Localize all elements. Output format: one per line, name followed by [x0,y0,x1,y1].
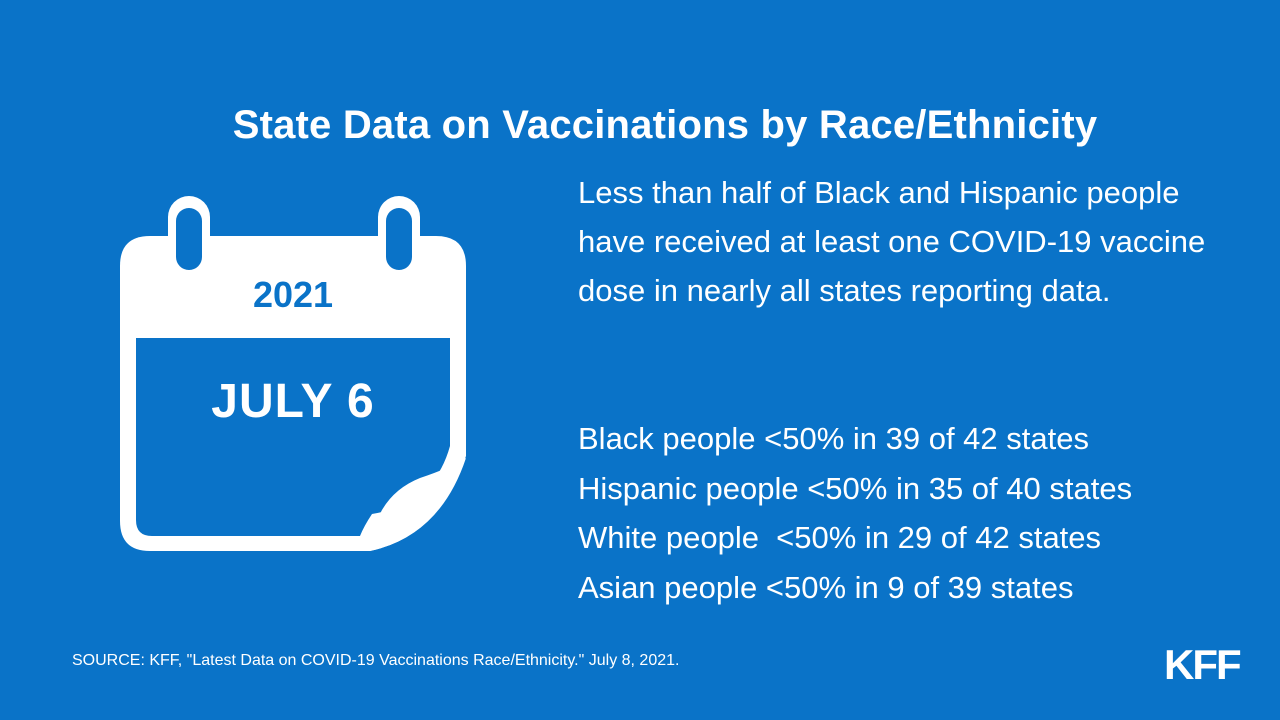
calendar-icon [120,196,466,551]
calendar-year: 2021 [252,274,334,315]
kff-logo: KFF [1164,641,1242,688]
stat-black: Black people <50% in 39 of 42 states [578,421,1089,456]
stat-hispanic: Hispanic people <50% in 35 of 40 states [578,470,1133,506]
stat-asian: Asian people <50% in 9 of 39 states [578,569,1074,605]
stat-white: White people <50% in 29 of 42 states [578,520,1102,555]
page-title: State Data on Vaccinations by Race/Ethni… [232,102,1098,147]
summary-text: Less than half of Black and Hispanic peo… [578,175,1206,308]
stats-list: Black people <50% in 39 of 42 states His… [578,414,1258,612]
source-note: SOURCE: KFF, "Latest Data on COVID-19 Va… [72,652,680,669]
calendar-graphic: 2021 JULY 6 [120,196,470,556]
calendar-date: JULY 6 [211,375,375,428]
